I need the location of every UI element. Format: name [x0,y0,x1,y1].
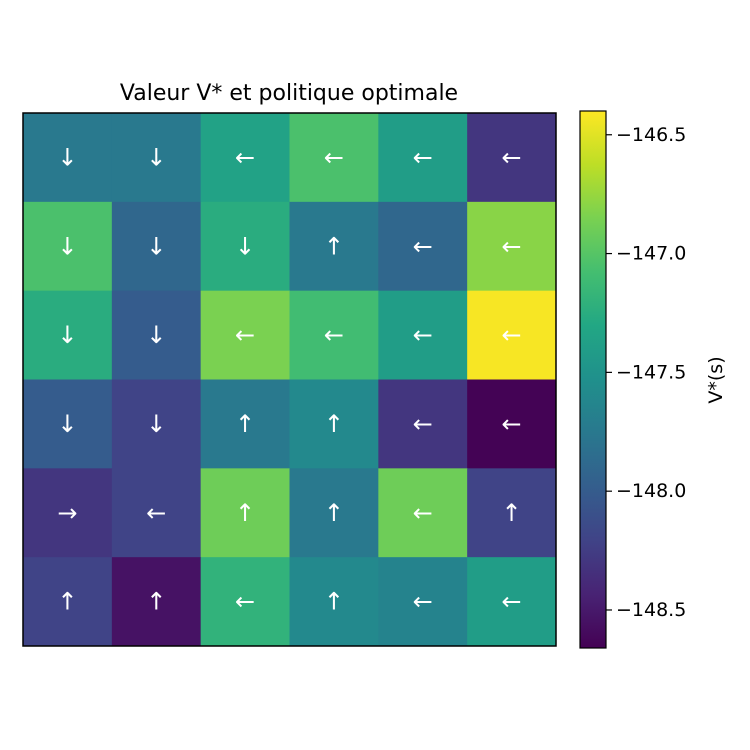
heatmap-cell [378,113,468,203]
policy-arrow: ← [413,232,433,260]
policy-arrow: ↓ [146,143,166,171]
colorbar-ticks: −146.5 −147.0 −147.5 −148.0 −148.5 [606,124,686,621]
policy-arrow: ← [502,410,522,438]
heatmap-cell [378,468,468,558]
heatmap-cell [289,290,379,380]
heatmap-cell [23,557,113,647]
heatmap-cell [200,379,290,469]
heatmap-cell [467,379,557,469]
heatmap-cell [23,379,113,469]
heatmap-cell [378,557,468,647]
policy-arrow: → [57,499,77,527]
policy-arrow: ↑ [502,499,522,527]
heatmap-cell [289,201,379,292]
policy-arrow: ↑ [324,499,344,527]
policy-arrow: ← [413,143,433,171]
heatmap-cell [467,468,557,558]
policy-arrow: ↑ [235,410,255,438]
heatmap-cell [200,201,290,292]
policy-arrow: ← [502,321,522,349]
policy-arrow: ← [413,410,433,438]
heatmap-cell [289,379,379,469]
heatmap-cell [289,557,379,647]
heatmap-cell [467,201,557,292]
policy-arrow: ← [235,143,255,171]
heatmap-cell [467,557,557,647]
policy-arrow: ← [502,143,522,171]
heatmap-cell [289,113,379,203]
colorbar [579,110,607,649]
colorbar-tick-label: −148.0 [616,480,686,502]
policy-arrow: ← [413,499,433,527]
heatmap-cell [111,113,202,203]
policy-arrow: ← [502,232,522,260]
heatmap-cell [378,201,468,292]
policy-arrow: ↑ [57,588,77,616]
policy-arrow: ↓ [146,410,166,438]
heatmap-cell [378,290,468,380]
policy-arrow: ↑ [324,588,344,616]
policy-arrow: ← [413,588,433,616]
colorbar-tick-label: −146.5 [616,124,686,146]
policy-arrow: ↓ [57,321,77,349]
heatmap-cell [23,290,113,380]
heatmap-cell [23,468,113,558]
policy-arrow: ← [502,588,522,616]
heatmap-cell [200,290,290,380]
colorbar-tick-label: −148.5 [616,599,686,621]
heatmap-cell [111,379,202,469]
chart-title: Valeur V* et politique optimale [120,81,458,106]
policy-arrow: ← [235,321,255,349]
heatmap-cell [111,557,202,647]
policy-arrow: ← [235,588,255,616]
heatmap-cell [111,290,202,380]
policy-arrow: ↓ [57,232,77,260]
policy-arrow: ↓ [146,232,166,260]
heatmap-cell [111,468,202,558]
policy-arrow: ← [324,321,344,349]
policy-arrow: ↓ [146,321,166,349]
heatmap-cell [378,379,468,469]
heatmap-cell [111,201,202,292]
policy-arrow: ↓ [57,410,77,438]
policy-arrow: ← [146,499,166,527]
policy-arrow: ← [324,143,344,171]
heatmap-cell [23,201,113,292]
policy-arrow: ↑ [235,499,255,527]
colorbar-label: V*(s) [705,356,727,403]
heatmap-cell [200,468,290,558]
heatmap-frame [22,112,557,647]
colorbar-tick-label: −147.5 [616,361,686,383]
policy-arrow: ↓ [57,143,77,171]
policy-arrow: ↑ [324,232,344,260]
heatmap-cell [467,113,557,203]
colorbar-tick-label: −147.0 [616,243,686,265]
heatmap-grid: ↓ ↓ ← ← ← ← ↓ ↓ ↓ ↑ ← ← ↓ ↓ ← ← ← ← ↓ ↓ ↑ ↑ ← ← → ← ↑ ↑ ← ↑ ↑ ↑ ← ↑ ← ← [23,113,557,647]
heatmap-cell [289,468,379,558]
heatmap-cell [23,113,113,203]
heatmap-cell [467,290,557,380]
policy-arrow: ← [413,321,433,349]
heatmap-cell [200,557,290,647]
policy-arrow: ↓ [235,232,255,260]
policy-arrow: ↑ [324,410,344,438]
policy-arrow: ↑ [146,588,166,616]
heatmap-cell [200,113,290,203]
